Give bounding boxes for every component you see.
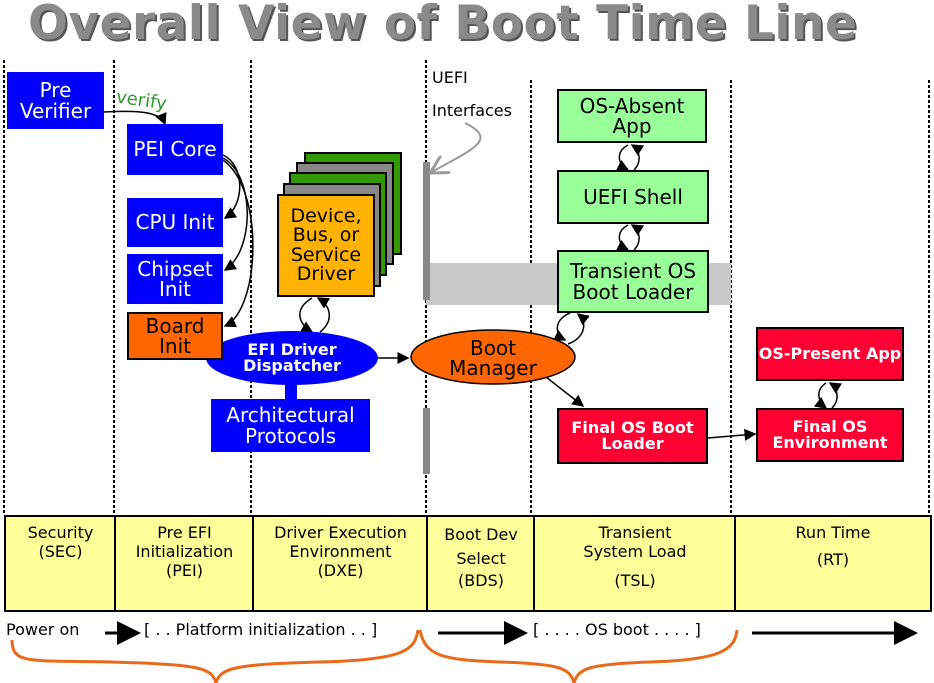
efi-dispatcher-shape xyxy=(206,331,378,385)
pei-core-box: PEI Core xyxy=(127,124,223,175)
uefi-shell-box: UEFI Shell xyxy=(557,170,709,224)
phase-rt: Run Time (RT) xyxy=(734,515,932,612)
interfaces-label: Interfaces xyxy=(432,101,512,120)
phase-abbr: (BDS) xyxy=(458,571,504,590)
os-present-app-box: OS-Present App xyxy=(756,327,904,381)
cpu-init-box: CPU Init xyxy=(127,198,223,247)
phase-name: Run Time xyxy=(795,523,871,542)
phase-dxe: Driver Execution Environment (DXE) xyxy=(252,515,427,612)
uefi-pointer-arrow xyxy=(432,122,482,172)
board-init-box: Board Init xyxy=(127,312,223,360)
phase-name: Boot Dev Select xyxy=(444,525,518,568)
final-env-box: Final OS Environment xyxy=(756,408,904,462)
driver-box: Device, Bus, or Service Driver xyxy=(277,194,375,297)
phase-abbr: (RT) xyxy=(816,550,850,570)
phase-name: Driver Execution Environment xyxy=(274,523,407,562)
phase-abbr: (TSL) xyxy=(614,571,656,591)
phase-abbr: (PEI) xyxy=(166,561,203,581)
final-loader-box: Final OS Boot Loader xyxy=(557,408,708,464)
chipset-init-box: Chipset Init xyxy=(127,254,223,304)
uefi-bar-bottom xyxy=(423,408,430,474)
phase-bds: Boot Dev Select (BDS) xyxy=(426,515,534,612)
phase-name: Pre EFI Initialization xyxy=(135,523,234,562)
efi-dispatcher-label: EFI Driver Dispatcher xyxy=(243,339,341,375)
os-absent-app-box: OS-Absent App xyxy=(557,89,707,143)
page-title: Overall View of Boot Time Line xyxy=(28,0,858,51)
phase-name: Security xyxy=(27,523,94,542)
phase-sec: Security (SEC) xyxy=(4,515,115,612)
phase-pei: Pre EFI Initialization (PEI) xyxy=(114,515,253,612)
power-on-label: Power on xyxy=(6,620,80,639)
boot-manager-shape xyxy=(410,329,576,385)
os-boot-label: [ . . . . OS boot . . . . ] xyxy=(533,620,701,639)
verify-arrow xyxy=(103,110,167,126)
phase-abbr: (DXE) xyxy=(317,561,364,581)
arch-protocols-box: Architectural Protocols xyxy=(211,399,370,452)
pre-verifier-box: Pre Verifier xyxy=(7,72,104,129)
transient-loader-box: Transient OS Boot Loader xyxy=(557,250,709,313)
phase-abbr: (SEC) xyxy=(38,542,83,562)
phase-tsl: Transient System Load (TSL) xyxy=(533,515,735,612)
boot-manager-label: Boot Manager xyxy=(449,335,537,380)
uefi-label: UEFI xyxy=(432,68,468,87)
phase-name: Transient System Load xyxy=(583,523,687,562)
platform-init-label: [ . . Platform initialization . . ] xyxy=(144,620,378,639)
uefi-bar-top xyxy=(423,162,430,300)
